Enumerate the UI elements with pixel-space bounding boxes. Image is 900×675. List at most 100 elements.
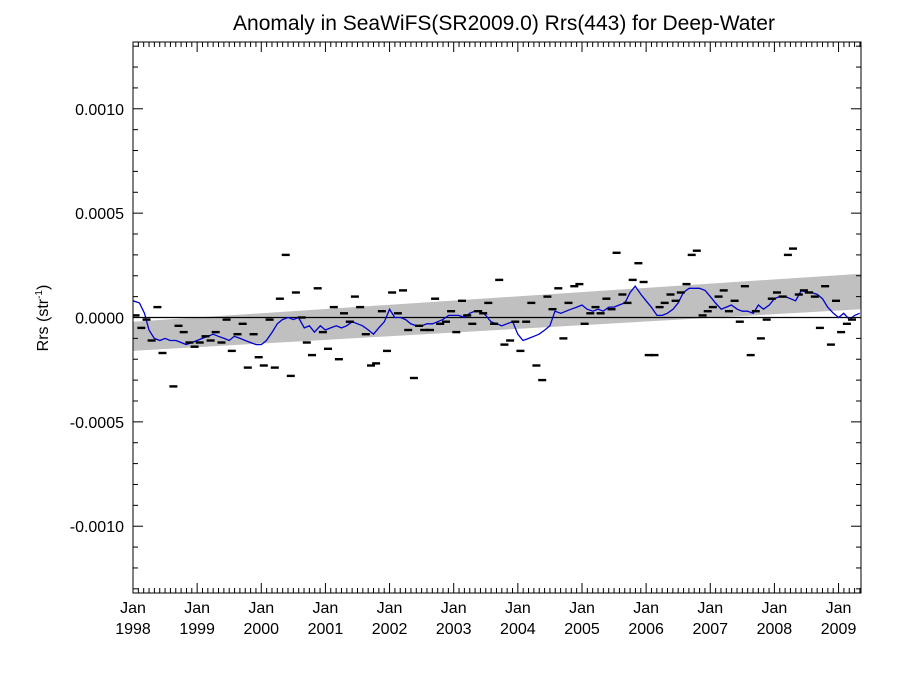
monthly-anomaly-marker: [179, 330, 188, 334]
monthly-anomaly-marker: [479, 312, 488, 315]
monthly-anomaly-marker: [714, 295, 723, 298]
monthly-anomaly-marker: [270, 366, 279, 369]
monthly-anomaly-marker: [676, 291, 685, 294]
monthly-anomaly-marker: [842, 322, 851, 325]
monthly-anomaly-marker: [543, 295, 552, 298]
monthly-anomaly-marker: [586, 312, 595, 315]
monthly-anomaly-marker: [249, 333, 258, 336]
monthly-anomaly-marker: [137, 326, 146, 330]
y-axis: 0.0010 0.0005 0.0000 -0.0005 -0.0010: [70, 45, 861, 590]
monthly-anomaly-marker: [522, 320, 531, 323]
monthly-anomaly-marker: [799, 289, 808, 292]
monthly-anomaly-marker: [698, 314, 707, 317]
x-tick-label-month: Jan: [120, 600, 146, 617]
x-tick-label-year: 2000: [243, 621, 279, 638]
monthly-anomaly-marker: [468, 322, 477, 325]
monthly-anomaly-marker: [275, 297, 284, 300]
monthly-anomaly-marker: [399, 289, 407, 292]
monthly-anomaly-marker: [602, 297, 611, 300]
monthly-anomaly-marker: [618, 293, 627, 296]
monthly-anomaly-marker: [794, 293, 803, 296]
x-tick-label-month: Jan: [184, 600, 210, 617]
monthly-anomaly-marker: [195, 341, 204, 344]
monthly-anomaly-marker: [719, 289, 728, 292]
x-tick-label-year: 2007: [692, 621, 728, 638]
monthly-anomaly-marker: [580, 322, 589, 325]
monthly-anomaly-marker: [570, 285, 579, 288]
monthly-anomaly-marker: [639, 280, 648, 284]
monthly-anomaly-marker: [607, 308, 616, 311]
monthly-anomaly-marker: [201, 335, 210, 338]
monthly-anomaly-marker: [506, 339, 515, 342]
monthly-anomaly-marker: [773, 291, 781, 294]
monthly-anomaly-marker: [393, 312, 402, 315]
monthly-anomaly-marker: [147, 339, 156, 342]
monthly-anomaly-marker: [281, 253, 290, 257]
monthly-anomaly-marker: [810, 295, 819, 298]
x-tick-label-year: 1999: [179, 621, 215, 638]
monthly-anomaly-marker: [297, 316, 306, 319]
x-tick-label-year: 2004: [500, 621, 536, 638]
monthly-anomaly-marker: [211, 330, 220, 334]
x-tick-label-year: 2006: [628, 621, 664, 638]
monthly-anomaly-marker: [415, 324, 424, 327]
monthly-markers-layer: [133, 247, 856, 388]
monthly-anomaly-marker: [805, 291, 813, 294]
monthly-anomaly-marker: [516, 349, 525, 353]
x-tick-label-year: 2001: [308, 621, 344, 638]
monthly-anomaly-marker: [596, 312, 605, 315]
monthly-anomaly-marker: [591, 305, 600, 309]
monthly-anomaly-marker: [243, 366, 252, 369]
monthly-anomaly-marker: [356, 305, 365, 309]
monthly-anomaly-marker: [324, 347, 332, 350]
monthly-anomaly-marker: [377, 310, 386, 313]
monthly-anomaly-marker: [778, 295, 787, 298]
monthly-anomaly-marker: [692, 249, 701, 252]
x-tick-label-month: Jan: [826, 600, 852, 617]
y-tick-label: 0.0005: [75, 206, 124, 223]
monthly-anomaly-marker: [372, 362, 381, 365]
y-axis-label: Rrs (str-1): [34, 285, 52, 352]
monthly-anomaly-marker: [789, 247, 797, 250]
monthly-anomaly-marker: [367, 364, 375, 367]
monthly-anomaly-marker: [682, 282, 691, 286]
monthly-anomaly-marker: [254, 356, 263, 359]
monthly-anomaly-marker: [554, 287, 563, 290]
monthly-anomaly-marker: [334, 358, 343, 361]
monthly-anomaly-marker: [442, 320, 450, 323]
monthly-anomaly-marker: [724, 310, 733, 313]
x-tick-label-year: 2009: [821, 621, 857, 638]
x-tick-label-year: 2003: [436, 621, 472, 638]
monthly-anomaly-marker: [190, 345, 199, 348]
monthly-anomaly-marker: [222, 318, 231, 321]
y-tick-label: -0.0010: [70, 519, 124, 536]
x-tick-label-month: Jan: [633, 600, 659, 617]
monthly-anomaly-marker: [474, 310, 483, 313]
x-tick-label-month: Jan: [377, 600, 403, 617]
monthly-anomaly-marker: [345, 320, 354, 323]
monthly-anomaly-marker: [133, 314, 140, 317]
monthly-anomaly-marker: [703, 310, 712, 313]
monthly-anomaly-marker: [527, 301, 536, 305]
monthly-anomaly-marker: [233, 333, 242, 336]
monthly-anomaly-marker: [767, 297, 776, 300]
monthly-anomaly-marker: [361, 333, 370, 336]
x-tick-label-year: 2005: [564, 621, 600, 638]
x-axis: Jan 1998 Jan 1999 Jan 2000 Jan 2001 Jan 2002 Jan 20…: [115, 42, 861, 638]
monthly-anomaly-marker: [388, 291, 397, 294]
monthly-anomaly-marker: [452, 330, 461, 334]
x-tick-label-month: Jan: [313, 600, 339, 617]
monthly-anomaly-marker: [426, 328, 434, 332]
y-tick-label: 0.0010: [75, 102, 124, 119]
monthly-anomaly-marker: [650, 353, 659, 357]
monthly-anomaly-marker: [538, 378, 547, 382]
monthly-anomaly-marker: [308, 353, 316, 357]
monthly-anomaly-marker: [431, 297, 440, 300]
monthly-anomaly-marker: [671, 299, 680, 302]
monthly-anomaly-marker: [623, 301, 632, 305]
x-tick-label-month: Jan: [248, 600, 274, 617]
monthly-anomaly-marker: [500, 343, 509, 346]
monthly-anomaly-marker: [490, 322, 499, 325]
monthly-anomaly-marker: [495, 278, 504, 282]
